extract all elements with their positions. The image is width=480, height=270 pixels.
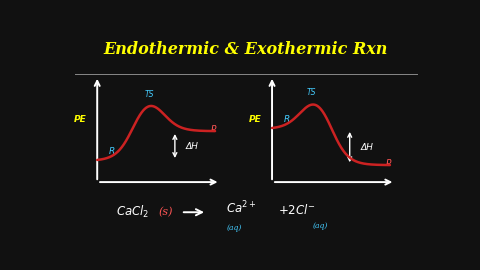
Text: Endothermic & Exothermic Rxn: Endothermic & Exothermic Rxn bbox=[104, 41, 388, 58]
Text: (aq): (aq) bbox=[312, 222, 328, 230]
Text: P: P bbox=[385, 159, 391, 168]
Text: TS: TS bbox=[144, 90, 154, 99]
Text: $CaCl_2$: $CaCl_2$ bbox=[116, 204, 149, 220]
Text: P: P bbox=[211, 126, 216, 134]
Text: $Ca^{2+}$: $Ca^{2+}$ bbox=[226, 200, 256, 216]
Text: ΔH: ΔH bbox=[361, 143, 374, 151]
Text: $+ 2Cl^{-}$: $+ 2Cl^{-}$ bbox=[277, 203, 315, 217]
Text: TS: TS bbox=[307, 88, 316, 97]
Text: R: R bbox=[284, 115, 290, 124]
Text: PE: PE bbox=[249, 115, 262, 124]
Text: (s): (s) bbox=[159, 207, 173, 217]
Text: PE: PE bbox=[74, 115, 87, 124]
Text: (aq): (aq) bbox=[227, 224, 242, 232]
Text: ΔH: ΔH bbox=[186, 141, 199, 150]
Text: R: R bbox=[109, 147, 115, 156]
